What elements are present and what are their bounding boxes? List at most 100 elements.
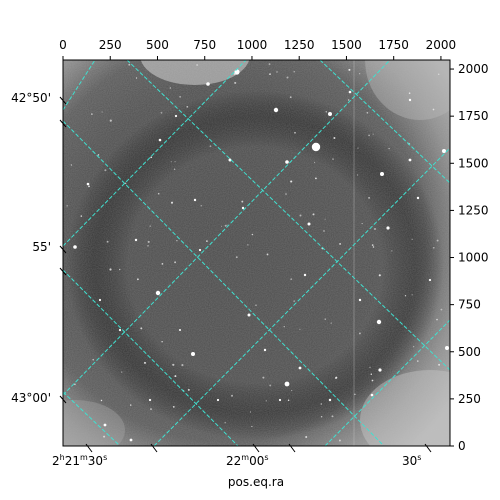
ra-tick-label: 30s [402, 453, 421, 468]
star [86, 182, 90, 186]
faint-star [255, 304, 257, 307]
faint-star [269, 384, 272, 387]
top-tick-label: 2000 [426, 38, 457, 52]
faint-star [283, 326, 285, 328]
faint-star [161, 263, 164, 265]
faint-star [368, 134, 370, 137]
top-tick-label: 1750 [378, 38, 409, 52]
faint-star [356, 174, 359, 176]
faint-star [231, 394, 233, 397]
faint-star [312, 213, 315, 216]
star [307, 222, 311, 226]
faint-star [369, 366, 371, 369]
faint-star [408, 92, 411, 95]
grid-line [153, 147, 450, 446]
star [241, 206, 245, 210]
star [148, 398, 152, 402]
faint-star [324, 218, 326, 220]
top-tick-label: 500 [146, 38, 169, 52]
faint-star [206, 240, 208, 242]
faint-star [80, 215, 83, 217]
faint-star [290, 180, 293, 183]
faint-star [368, 197, 370, 199]
top-pixel-axis: 0 250 500 750 1000 1250 1500 1750 2000 [59, 38, 456, 60]
faint-star [251, 233, 254, 236]
faint-star [324, 318, 326, 320]
faint-star [411, 294, 413, 296]
star [328, 398, 332, 402]
faint-star [172, 406, 175, 408]
faint-star [299, 328, 301, 330]
faint-star [366, 111, 369, 114]
right-tick-label: 500 [458, 345, 481, 359]
right-tick-label: 250 [458, 392, 481, 406]
faint-star [149, 225, 151, 227]
star [380, 172, 384, 176]
faint-star [221, 225, 223, 227]
faint-star [130, 404, 132, 406]
top-tick-label: 1000 [237, 38, 268, 52]
star [158, 138, 162, 142]
right-tick-label: 1000 [458, 251, 489, 265]
right-tick-label: 1750 [458, 109, 489, 123]
faint-star [196, 64, 198, 66]
faint-star [179, 96, 181, 98]
faint-star [438, 363, 441, 366]
faint-star [109, 268, 112, 271]
ra-tick-label: 2h21m30s [52, 453, 107, 468]
faint-star [289, 96, 292, 99]
faint-star [172, 363, 175, 366]
star [298, 366, 302, 370]
star [73, 245, 77, 249]
faint-star [371, 244, 374, 246]
faint-star [372, 133, 374, 135]
faint-star [413, 346, 415, 348]
faint-star [170, 161, 172, 163]
faint-star [440, 308, 443, 311]
faint-star [224, 224, 227, 227]
faint-star [88, 185, 90, 188]
faint-star [247, 244, 249, 246]
star [348, 90, 352, 94]
star [247, 313, 251, 317]
top-tick-label: 0 [59, 38, 67, 52]
faint-star [347, 99, 350, 101]
coordinate-grid [63, 60, 450, 446]
star [370, 393, 374, 397]
faint-star [234, 81, 237, 84]
faint-star [290, 278, 293, 281]
faint-star [74, 383, 76, 385]
faint-star [169, 87, 171, 89]
faint-star [348, 68, 351, 71]
top-tick-label: 750 [193, 38, 216, 52]
star [273, 107, 279, 113]
star [416, 196, 420, 200]
faint-star [235, 256, 238, 259]
faint-star [332, 158, 334, 160]
faint-star [358, 332, 361, 335]
star [328, 112, 332, 116]
faint-star [404, 295, 407, 297]
faint-star [233, 72, 236, 76]
faint-star [251, 425, 253, 428]
faint-star [161, 341, 163, 343]
faint-star [174, 161, 176, 163]
faint-star [354, 393, 356, 396]
faint-star [265, 400, 267, 402]
faint-star [378, 274, 381, 277]
faint-star [187, 388, 190, 391]
faint-star [262, 376, 265, 379]
faint-star [331, 415, 334, 418]
right-tick-label: 1250 [458, 203, 489, 217]
faint-star [290, 389, 293, 392]
right-tick-label: 0 [458, 439, 466, 453]
faint-star [287, 399, 290, 401]
star [285, 160, 289, 164]
star [428, 278, 432, 282]
faint-star [432, 108, 435, 111]
faint-star [101, 111, 103, 113]
plot-frame [62, 59, 451, 447]
faint-star [100, 399, 103, 402]
faint-star [436, 318, 438, 321]
